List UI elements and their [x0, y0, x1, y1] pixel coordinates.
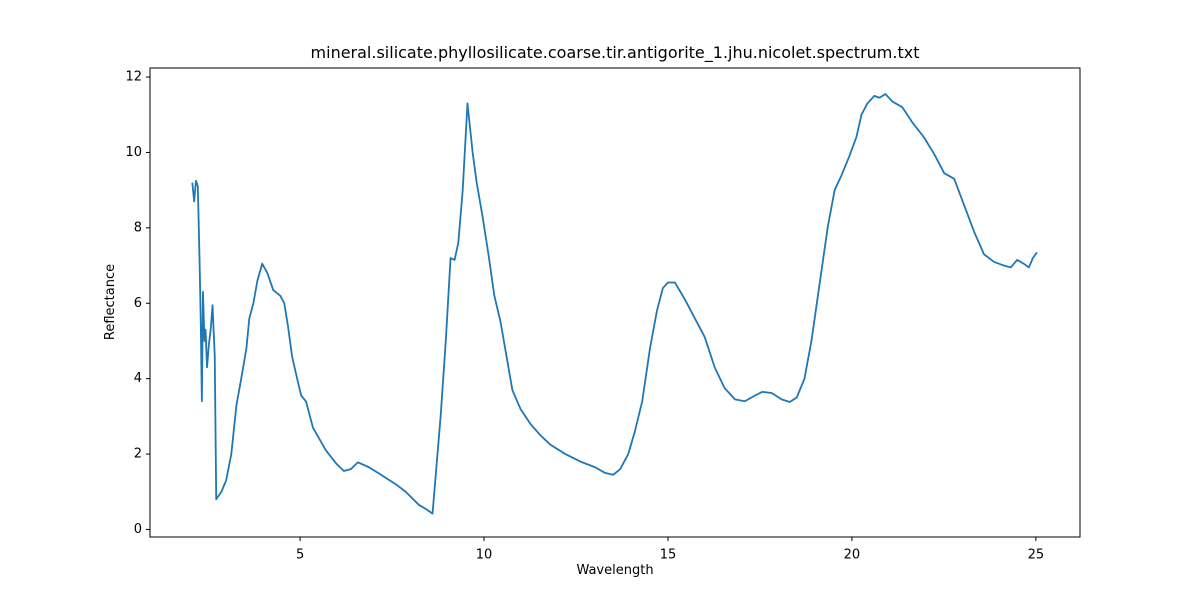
chart-title: mineral.silicate.phyllosilicate.coarse.t…: [311, 43, 920, 63]
y-tick-label: 4: [134, 371, 142, 386]
y-axis-label: Reflectance: [103, 264, 118, 340]
y-tick-label: 6: [134, 296, 142, 311]
y-tick-label: 2: [134, 447, 142, 462]
y-tick-label: 10: [125, 145, 142, 160]
x-tick-label: 20: [844, 548, 861, 563]
y-tick-label: 0: [134, 522, 142, 537]
y-tick-label: 8: [134, 220, 142, 235]
x-tick-label: 5: [296, 548, 304, 563]
plot-frame: [149, 67, 1081, 538]
x-tick-label: 15: [660, 548, 677, 563]
y-tick-label: 12: [125, 70, 142, 85]
x-tick-label: 25: [1028, 548, 1045, 563]
spectrum-line: [191, 93, 1038, 515]
x-tick-label: 10: [476, 548, 493, 563]
x-axis-label: Wavelength: [576, 563, 653, 578]
